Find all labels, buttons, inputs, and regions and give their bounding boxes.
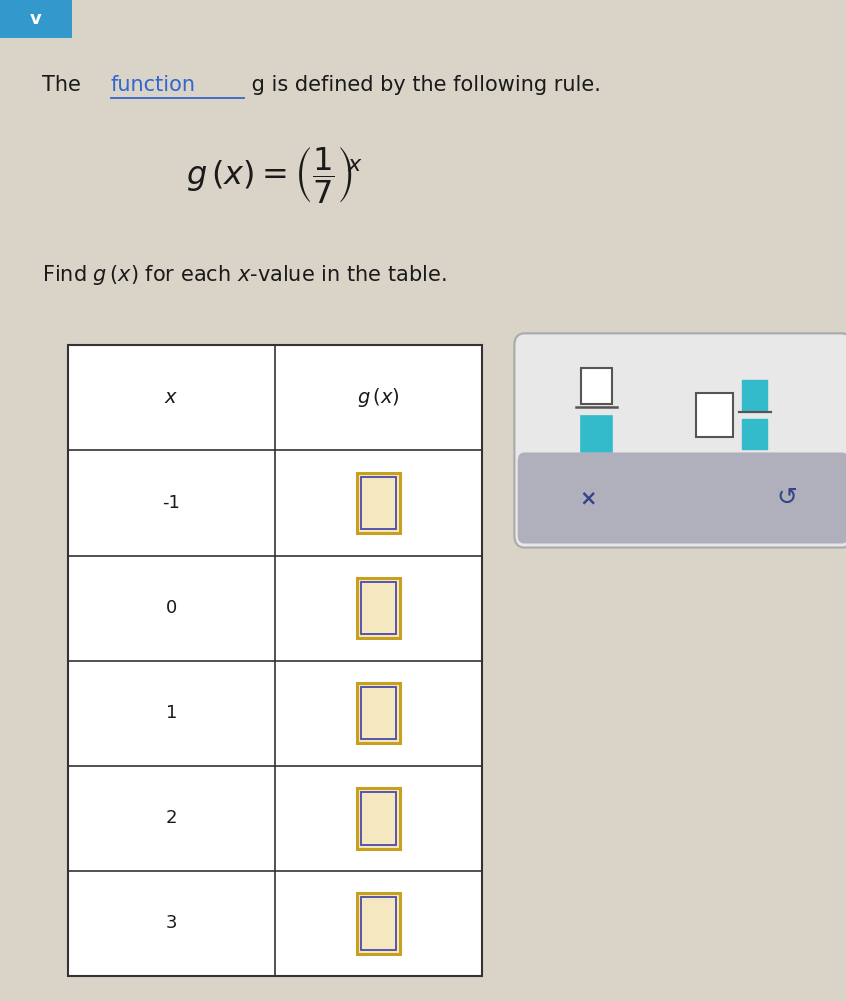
Bar — [357, 893, 399, 954]
Text: ×: × — [580, 488, 596, 508]
Bar — [581, 416, 612, 452]
Text: 3: 3 — [166, 915, 177, 932]
Bar — [360, 897, 396, 950]
Text: -1: -1 — [162, 494, 180, 512]
Text: $x$: $x$ — [164, 388, 179, 407]
Bar — [357, 683, 399, 744]
Bar — [360, 687, 396, 740]
Bar — [0, 0, 72, 38]
Bar — [742, 380, 767, 410]
Bar — [357, 788, 399, 849]
Bar — [581, 368, 612, 404]
Bar — [360, 582, 396, 635]
Bar — [357, 472, 399, 534]
FancyBboxPatch shape — [514, 333, 846, 548]
Text: ↺: ↺ — [777, 486, 797, 510]
Text: $g\,(x)$: $g\,(x)$ — [357, 386, 400, 409]
FancyBboxPatch shape — [518, 452, 846, 544]
Text: 0: 0 — [166, 600, 177, 617]
Bar — [360, 792, 396, 845]
Text: g is defined by the following rule.: g is defined by the following rule. — [245, 75, 602, 95]
Bar — [742, 419, 767, 449]
Text: $g\,(x)=\left(\dfrac{1}{7}\right)^{\!\!x}$: $g\,(x)=\left(\dfrac{1}{7}\right)^{\!\!x… — [186, 145, 363, 205]
Bar — [696, 393, 733, 437]
Text: 1: 1 — [166, 705, 177, 722]
Text: Find $g\,(x)$ for each $x$-value in the table.: Find $g\,(x)$ for each $x$-value in the … — [42, 263, 447, 287]
Bar — [360, 476, 396, 530]
Text: function: function — [111, 75, 195, 95]
Text: v: v — [30, 10, 41, 28]
Text: 2: 2 — [166, 810, 177, 827]
Bar — [357, 578, 399, 639]
Bar — [68, 345, 482, 976]
Text: The: The — [42, 75, 88, 95]
